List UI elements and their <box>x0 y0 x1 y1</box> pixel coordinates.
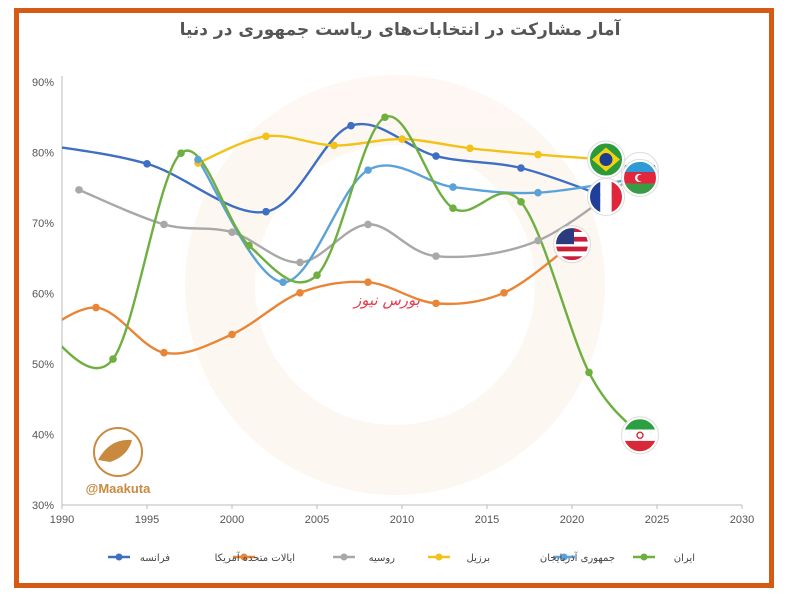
data-point <box>262 207 270 216</box>
data-point <box>330 141 338 150</box>
logo-bird-icon <box>98 439 132 462</box>
data-point <box>449 183 457 191</box>
data-point <box>500 288 508 297</box>
data-point <box>228 228 236 236</box>
legend-swatch-dot <box>560 553 568 561</box>
axes: 30% 40% 50% 60% 70% 80% 90% 1990 1995 2000 2005 201… <box>32 76 754 526</box>
data-point <box>279 278 287 287</box>
x-tick-label: 2020 <box>560 514 584 526</box>
data-point <box>296 258 304 267</box>
y-tick-label: 70% <box>32 218 54 230</box>
x-tick-label: 1990 <box>50 514 74 526</box>
data-point <box>194 155 202 164</box>
brazil-flag-icon <box>587 140 625 179</box>
x-tick-label: 1995 <box>135 514 159 526</box>
data-point <box>534 188 542 197</box>
series-line <box>196 158 642 284</box>
data-point <box>432 252 440 260</box>
data-point <box>432 152 440 160</box>
y-tick-label: 90% <box>32 77 54 89</box>
watermark-text: بورس نیوز <box>352 291 420 309</box>
legend-item: برزیل <box>428 553 490 564</box>
legend-label: فرانسه <box>140 553 170 564</box>
legend-item: روسیه <box>333 553 395 564</box>
data-point <box>534 150 542 159</box>
x-tick-label: 2025 <box>645 514 669 526</box>
y-tick-label: 80% <box>32 148 54 160</box>
data-point <box>109 355 117 363</box>
data-point <box>92 303 100 312</box>
data-point <box>398 135 406 143</box>
data-point <box>296 288 304 297</box>
y-tick-label: 50% <box>32 359 54 371</box>
legend-swatch-dot <box>240 553 248 561</box>
y-tick-label: 30% <box>32 500 54 512</box>
legend-label: ایران <box>674 553 695 564</box>
background-watermark <box>185 75 605 495</box>
legend-swatch-dot <box>435 553 443 561</box>
data-point <box>534 236 542 245</box>
legend-label: ایالات متحده آمریکا <box>215 551 295 564</box>
data-point <box>466 144 474 153</box>
x-tick-label: 2015 <box>475 514 499 526</box>
data-point <box>364 166 372 174</box>
azerbaijan-flag-icon <box>621 158 659 197</box>
legend-swatch-dot <box>340 553 348 561</box>
legend-label: برزیل <box>467 553 491 564</box>
usa-flag-icon <box>553 225 591 264</box>
data-point <box>364 278 372 287</box>
iran-flag-icon <box>621 416 659 455</box>
chart-frame <box>14 8 774 588</box>
data-point <box>160 348 168 357</box>
france-flag-icon <box>587 177 625 216</box>
y-tick-label: 40% <box>32 430 54 442</box>
data-point <box>313 271 321 279</box>
data-point <box>517 198 525 206</box>
bottom-edge <box>0 593 800 600</box>
flags-group <box>553 140 659 455</box>
legend-item: فرانسه <box>108 553 170 564</box>
y-tick-label: 60% <box>32 289 54 301</box>
points-group <box>75 113 593 377</box>
legend-label: روسیه <box>369 553 396 564</box>
brand-handle: @Maakuta <box>86 481 151 496</box>
legend-label: جمهوری آذربایجان <box>540 551 615 564</box>
data-point <box>585 368 593 377</box>
data-point <box>449 204 457 212</box>
x-tick-label: 2000 <box>220 514 244 526</box>
data-point <box>143 159 151 168</box>
data-point <box>245 241 253 250</box>
legend-item: ایران <box>633 553 695 564</box>
legend: فرانسه ایالات متحده آمریکا روسیه برزیل جمهور… <box>108 551 695 564</box>
data-point <box>364 220 372 229</box>
x-tick-label: 2005 <box>305 514 329 526</box>
data-point <box>432 299 440 308</box>
data-point <box>517 164 525 172</box>
data-point <box>262 132 270 141</box>
maakuta-logo: @Maakuta <box>86 427 151 496</box>
series-line <box>62 115 642 437</box>
data-point <box>381 113 389 122</box>
legend-item: جمهوری آذربایجان <box>540 551 615 564</box>
chart-title: آمار مشارکت در انتخابات‌های ریاست جمهوری… <box>179 20 621 40</box>
data-point <box>160 220 168 229</box>
data-point <box>177 149 185 158</box>
data-point <box>228 330 236 339</box>
logo-circle-icon <box>93 427 143 477</box>
data-point <box>75 186 83 194</box>
x-tick-label: 2010 <box>390 514 414 526</box>
legend-swatch-dot <box>115 553 123 561</box>
x-tick-label: 2030 <box>730 514 754 526</box>
data-point <box>347 121 355 130</box>
legend-swatch-dot <box>640 553 648 561</box>
legend-item: ایالات متحده آمریکا <box>215 551 295 564</box>
